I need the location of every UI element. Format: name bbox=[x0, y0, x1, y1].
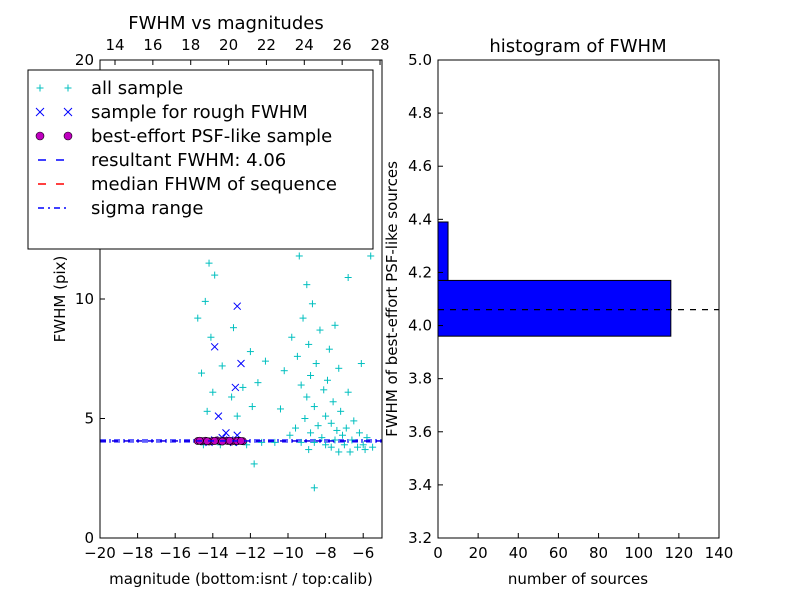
legend-label: sigma range bbox=[91, 198, 203, 219]
scatter-x-axis-label: magnitude (bottom:isnt / top:calib) bbox=[109, 570, 373, 588]
rough-fwhm-point bbox=[233, 302, 242, 311]
legend-label: all sample bbox=[91, 78, 183, 99]
scatter-x-tick-label: −18 bbox=[122, 544, 154, 562]
scatter-top-x-tick-label: 18 bbox=[181, 36, 200, 54]
rough-fwhm-point bbox=[231, 383, 240, 392]
scatter-x-tick-label: −6 bbox=[352, 544, 374, 562]
scatter-top-x-tick-label: 22 bbox=[257, 36, 276, 54]
legend-label: median FHWM of sequence bbox=[91, 174, 337, 195]
legend-label: best-effort PSF-like sample bbox=[91, 126, 332, 147]
scatter-x-tick-label: −20 bbox=[84, 544, 116, 562]
histogram-ticks: 0 20 40 60 80 100 120 140 3.2 3.4 3.6 3.8 4.0 4.2 4.4 4… bbox=[408, 51, 733, 562]
histogram-x-tick-label: 60 bbox=[549, 544, 568, 562]
rough-fwhm-point bbox=[214, 412, 223, 420]
scatter-y-tick-label: 20 bbox=[75, 51, 94, 69]
scatter-x-tick-label: −14 bbox=[197, 544, 229, 562]
legend-label: sample for rough FWHM bbox=[91, 102, 308, 123]
scatter-x-tick-label: −16 bbox=[159, 544, 191, 562]
histogram-x-tick-label: 80 bbox=[589, 544, 608, 562]
scatter-top-x-tick-label: 28 bbox=[370, 36, 389, 54]
histogram-axes-frame bbox=[437, 59, 720, 539]
histogram-plot-area bbox=[437, 221, 719, 337]
scatter-x-tick-label: −12 bbox=[235, 544, 267, 562]
scatter-top-x-tick-label: 16 bbox=[143, 36, 162, 54]
histogram-y-tick-label: 5.0 bbox=[408, 51, 432, 69]
histogram-y-tick-label: 3.8 bbox=[408, 370, 432, 388]
histogram-y-tick-label: 3.4 bbox=[408, 476, 432, 494]
legend-marker-psf-sample bbox=[35, 131, 45, 141]
histogram-y-tick-label: 4.0 bbox=[408, 317, 432, 335]
histogram-bar bbox=[437, 221, 449, 281]
rough-fwhm-point bbox=[210, 342, 219, 351]
histogram-y-axis-label: FWHM of best-effort PSF-like sources bbox=[383, 161, 401, 437]
psf-sample-point bbox=[237, 437, 245, 445]
histogram-x-tick-label: 120 bbox=[665, 544, 694, 562]
scatter-x-tick-label: −10 bbox=[272, 544, 304, 562]
histogram-x-tick-label: 140 bbox=[705, 544, 734, 562]
histogram-x-axis-label: number of sources bbox=[508, 570, 648, 588]
scatter-top-x-tick-label: 20 bbox=[219, 36, 238, 54]
histogram-x-tick-label: 40 bbox=[509, 544, 528, 562]
histogram-y-tick-label: 4.8 bbox=[408, 104, 432, 122]
histogram-panel: 0 20 40 60 80 100 120 140 3.2 3.4 3.6 3.8 4.0 4.2 4.4 4… bbox=[383, 36, 733, 588]
histogram-y-tick-label: 4.6 bbox=[408, 157, 432, 175]
histogram-x-tick-label: 0 bbox=[433, 544, 443, 562]
scatter-y-tick-label: 10 bbox=[75, 290, 94, 308]
legend-label: resultant FWHM: 4.06 bbox=[91, 150, 286, 171]
scatter-y-axis-label: FWHM (pix) bbox=[51, 256, 69, 343]
legend-marker-psf-sample bbox=[63, 131, 73, 141]
scatter-top-x-tick-label: 24 bbox=[295, 36, 314, 54]
scatter-top-x-tick-label: 14 bbox=[105, 36, 124, 54]
histogram-bar bbox=[437, 279, 672, 337]
histogram-y-tick-label: 4.4 bbox=[408, 210, 432, 228]
legend-entries: all sample sample for rough FWHM best-effo… bbox=[35, 78, 337, 219]
legend-marker-rough-fwhm bbox=[63, 107, 73, 117]
histogram-y-tick-label: 3.2 bbox=[408, 529, 432, 547]
rough-fwhm-point bbox=[222, 428, 230, 437]
legend-box bbox=[27, 69, 374, 250]
histogram-title: histogram of FWHM bbox=[489, 36, 666, 57]
scatter-panel: −20−18−16−14−12−10−8−6051015201416182022… bbox=[27, 13, 390, 588]
legend: all sample sample for rough FWHM best-effo… bbox=[27, 69, 374, 250]
rough-fwhm-point bbox=[237, 359, 245, 368]
scatter-title: FWHM vs magnitudes bbox=[128, 13, 323, 34]
scatter-y-tick-label: 5 bbox=[84, 410, 94, 428]
histogram-x-tick-label: 100 bbox=[624, 544, 653, 562]
scatter-y-tick-label: 0 bbox=[84, 529, 94, 547]
scatter-ticks: −20−18−16−14−12−10−8−6051015201416182022… bbox=[75, 36, 390, 562]
scatter-x-tick-label: −8 bbox=[315, 544, 337, 562]
histogram-y-tick-label: 4.2 bbox=[408, 263, 432, 281]
histogram-x-tick-label: 20 bbox=[469, 544, 488, 562]
legend-marker-rough-fwhm bbox=[35, 107, 45, 117]
scatter-top-x-tick-label: 26 bbox=[333, 36, 352, 54]
histogram-y-tick-label: 3.6 bbox=[408, 423, 432, 441]
